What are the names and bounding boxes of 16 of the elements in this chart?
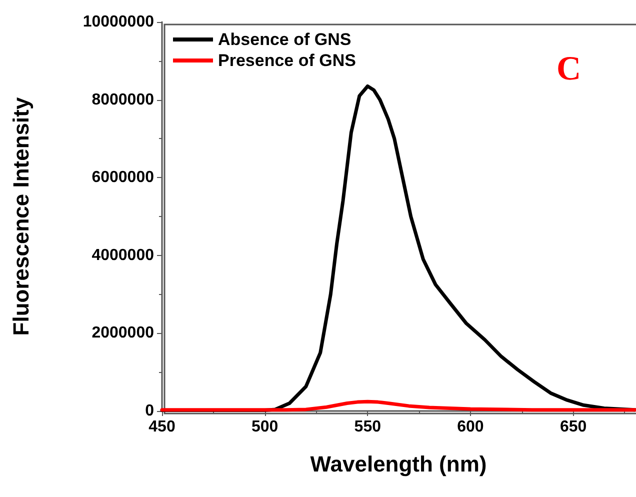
x-tick-label: 500 — [251, 418, 278, 436]
x-axis-title: Wavelength (nm) — [310, 452, 487, 476]
y-tick-label: 2000000 — [92, 324, 154, 342]
y-tick-label: 4000000 — [92, 246, 154, 264]
legend-label: Absence of GNS — [218, 30, 352, 49]
legend-label: Presence of GNS — [218, 51, 356, 70]
x-tick-label: 600 — [457, 418, 484, 436]
x-tick-label: 650 — [560, 418, 587, 436]
y-tick-label: 0 — [145, 402, 154, 420]
x-tick-label: 550 — [354, 418, 382, 436]
x-tick-label: 450 — [148, 418, 176, 436]
y-tick-label: 10000000 — [82, 14, 154, 30]
annotation: C — [556, 50, 582, 88]
y-axis-title: Fluorescence Intensity — [8, 96, 34, 336]
y-tick-label: 8000000 — [92, 91, 154, 108]
y-tick-label: 6000000 — [92, 169, 154, 186]
